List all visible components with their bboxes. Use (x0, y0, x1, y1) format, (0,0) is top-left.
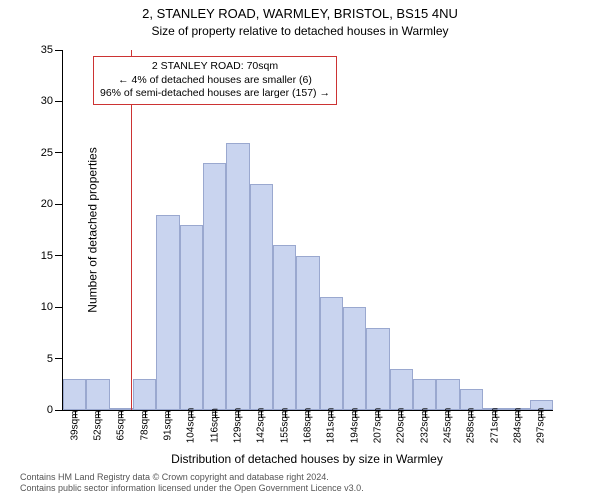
x-tick-label: 271sqm (489, 408, 500, 444)
x-tick-label: 297sqm (536, 408, 547, 444)
x-tick-label: 232sqm (419, 408, 430, 444)
x-tick-label: 181sqm (326, 408, 337, 444)
y-tick-label: 25 (41, 147, 53, 159)
bar (86, 379, 109, 410)
y-tick-label: 5 (47, 353, 53, 365)
x-tick-label: 207sqm (373, 408, 384, 444)
x-tick-label: 194sqm (349, 408, 360, 444)
bar (63, 379, 86, 410)
plot-area: 2 STANLEY ROAD: 70sqm ← 4% of detached h… (62, 50, 553, 411)
x-tick-label: 65sqm (116, 410, 127, 440)
annotation-box: 2 STANLEY ROAD: 70sqm ← 4% of detached h… (93, 56, 337, 105)
x-tick-label: 52sqm (93, 410, 104, 440)
footer-line1: Contains HM Land Registry data © Crown c… (20, 472, 364, 483)
y-tick (55, 358, 63, 359)
x-tick-label: 129sqm (233, 408, 244, 444)
x-tick-label: 91sqm (163, 410, 174, 440)
annotation-line2: ← 4% of detached houses are smaller (6) (100, 74, 330, 88)
bar (180, 225, 203, 410)
y-tick (55, 204, 63, 205)
y-tick-label: 20 (41, 198, 53, 210)
y-tick (55, 101, 63, 102)
x-tick-label: 168sqm (303, 408, 314, 444)
y-tick (55, 152, 63, 153)
x-tick-label: 258sqm (466, 408, 477, 444)
annotation-line1: 2 STANLEY ROAD: 70sqm (100, 60, 330, 74)
y-tick-label: 30 (41, 95, 53, 107)
bar (296, 256, 319, 410)
bar (366, 328, 389, 410)
chart-title: 2, STANLEY ROAD, WARMLEY, BRISTOL, BS15 … (0, 6, 600, 21)
x-tick-label: 245sqm (443, 408, 454, 444)
y-tick-label: 10 (41, 301, 53, 313)
x-tick-label: 155sqm (279, 408, 290, 444)
bar (413, 379, 436, 410)
y-tick (55, 50, 63, 51)
bar (436, 379, 459, 410)
y-tick-label: 35 (41, 44, 53, 56)
chart-container: 2, STANLEY ROAD, WARMLEY, BRISTOL, BS15 … (0, 0, 600, 500)
bar (343, 307, 366, 410)
chart-subtitle: Size of property relative to detached ho… (0, 24, 600, 38)
y-tick (55, 255, 63, 256)
x-tick-label: 39sqm (69, 410, 80, 440)
bar (133, 379, 156, 410)
bar (156, 215, 179, 410)
y-tick-label: 0 (47, 404, 53, 416)
x-tick-label: 142sqm (256, 408, 267, 444)
annotation-line3: 96% of semi-detached houses are larger (… (100, 87, 330, 101)
bar (273, 245, 296, 410)
x-axis-label: Distribution of detached houses by size … (62, 452, 552, 466)
y-tick-label: 15 (41, 250, 53, 262)
bar (250, 184, 273, 410)
y-tick (55, 410, 63, 411)
x-tick-label: 220sqm (396, 408, 407, 444)
x-tick-label: 104sqm (186, 408, 197, 444)
x-tick-label: 284sqm (513, 408, 524, 444)
bar (320, 297, 343, 410)
y-tick (55, 307, 63, 308)
bar (203, 163, 226, 410)
footer-line2: Contains public sector information licen… (20, 483, 364, 494)
bar (226, 143, 249, 410)
x-tick-label: 116sqm (209, 408, 220, 443)
bar (390, 369, 413, 410)
footer-text: Contains HM Land Registry data © Crown c… (20, 472, 364, 494)
x-tick-label: 78sqm (139, 410, 150, 440)
